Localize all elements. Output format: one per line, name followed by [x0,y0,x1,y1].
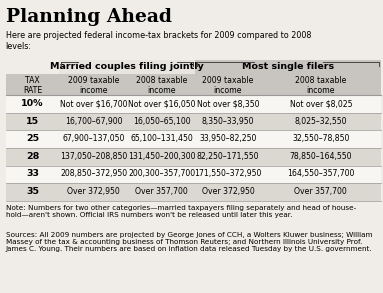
Text: Over 372,950: Over 372,950 [67,187,120,196]
Bar [195,60,381,74]
Point [377,61,381,64]
Text: 82,250–171,550: 82,250–171,550 [196,152,259,161]
Text: 171,550–372,950: 171,550–372,950 [194,169,262,178]
Text: Not over $16,050: Not over $16,050 [128,99,196,108]
Text: 137,050–208,850: 137,050–208,850 [60,152,128,161]
Bar [6,130,381,148]
Point [320,61,325,64]
Text: Not over $8,025: Not over $8,025 [290,99,352,108]
Text: Sources: All 2009 numbers are projected by George Jones of CCH, a Wolters Kluwer: Sources: All 2009 numbers are projected … [6,232,372,252]
Text: Over 357,700: Over 357,700 [136,187,188,196]
Point [377,64,381,68]
Point [59,61,64,64]
Text: 208,850–372,950: 208,850–372,950 [60,169,128,178]
Text: 10%: 10% [21,99,44,108]
Point [191,61,196,64]
Text: 25: 25 [26,134,39,143]
Point [191,61,196,64]
Text: 16,050–65,100: 16,050–65,100 [133,117,191,126]
Bar [6,148,381,166]
Text: 35: 35 [26,187,39,196]
Text: 200,300–357,700: 200,300–357,700 [128,169,195,178]
Text: 2008 taxable
income: 2008 taxable income [295,76,347,95]
Text: 28: 28 [26,152,39,161]
Text: 131,450–200,300: 131,450–200,300 [128,152,196,161]
Point [75,61,80,64]
Bar [6,95,381,113]
Bar [6,166,381,183]
Text: 67,900–137,050: 67,900–137,050 [63,134,125,143]
Bar [6,183,381,201]
Point [195,64,200,68]
Text: Not over $16,700: Not over $16,700 [60,99,128,108]
Text: 15: 15 [26,117,39,126]
Text: 2009 taxable
income: 2009 taxable income [202,76,254,95]
Text: 33: 33 [26,169,39,178]
Point [251,61,256,64]
Point [59,64,64,68]
Text: 65,100–131,450: 65,100–131,450 [131,134,193,143]
Text: 16,700–67,900: 16,700–67,900 [65,117,123,126]
Text: Married couples filing jointly: Married couples filing jointly [51,62,204,71]
Text: 78,850–164,550: 78,850–164,550 [290,152,352,161]
Text: 2008 taxable
income: 2008 taxable income [136,76,188,95]
Text: 164,550–357,700: 164,550–357,700 [287,169,354,178]
Text: 8,350–33,950: 8,350–33,950 [201,117,254,126]
Point [175,61,180,64]
Bar [59,60,195,74]
Text: Over 372,950: Over 372,950 [201,187,254,196]
Text: 32,550–78,850: 32,550–78,850 [292,134,349,143]
Point [191,64,196,68]
Text: Over 357,700: Over 357,700 [295,187,347,196]
Point [195,61,200,64]
Point [59,61,64,64]
Bar [6,74,381,95]
Text: 33,950–82,250: 33,950–82,250 [199,134,257,143]
Text: Note: Numbers for two other categories—married taxpayers filing separately and h: Note: Numbers for two other categories—m… [6,205,356,218]
Text: TAX
RATE: TAX RATE [23,76,42,95]
Text: Here are projected federal income-tax brackets for 2009 compared to 2008
levels:: Here are projected federal income-tax br… [6,31,311,51]
Text: 8,025–32,550: 8,025–32,550 [295,117,347,126]
Text: 2009 taxable
income: 2009 taxable income [68,76,119,95]
Text: Not over $8,350: Not over $8,350 [196,99,259,108]
Text: Most single filers: Most single filers [242,62,334,71]
Bar [6,113,381,130]
Point [195,61,200,64]
Point [377,61,381,64]
Text: Planning Ahead: Planning Ahead [6,8,172,26]
